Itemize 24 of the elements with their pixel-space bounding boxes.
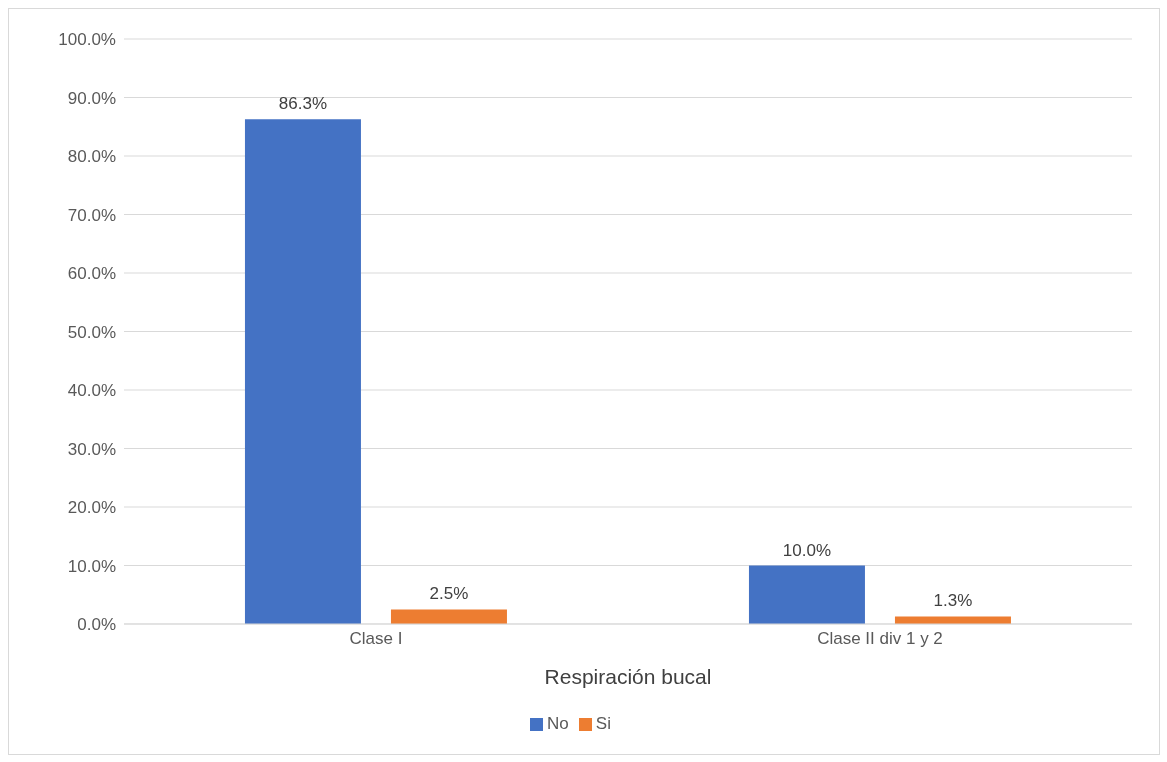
- y-tick-label: 20.0%: [67, 498, 116, 518]
- bar: [390, 609, 507, 624]
- x-axis-title: Respiración bucal: [544, 665, 712, 688]
- y-tick-label: 70.0%: [67, 205, 116, 225]
- y-tick-label: 0.0%: [77, 615, 116, 635]
- y-tick-label: 80.0%: [67, 147, 116, 167]
- legend-label: No: [547, 714, 569, 733]
- bar: [748, 565, 865, 624]
- data-label: 1.3%: [933, 591, 973, 611]
- y-tick-label: 90.0%: [67, 88, 116, 108]
- x-tick-label: Clase II div 1 y 2: [817, 629, 943, 649]
- y-tick-label: 30.0%: [67, 439, 116, 459]
- y-tick-label: 50.0%: [67, 322, 116, 342]
- y-tick-label: 10.0%: [67, 556, 116, 576]
- y-tick-label: 40.0%: [67, 381, 116, 401]
- y-tick-label: 60.0%: [67, 264, 116, 284]
- x-tick-label: Clase I: [349, 629, 403, 649]
- y-tick-label: 100.0%: [58, 30, 116, 50]
- bar: [894, 616, 1011, 624]
- legend-label: Si: [595, 714, 611, 733]
- bar: [244, 119, 361, 624]
- data-label: 86.3%: [278, 94, 328, 114]
- data-label: 2.5%: [429, 584, 469, 604]
- data-label: 10.0%: [782, 540, 832, 560]
